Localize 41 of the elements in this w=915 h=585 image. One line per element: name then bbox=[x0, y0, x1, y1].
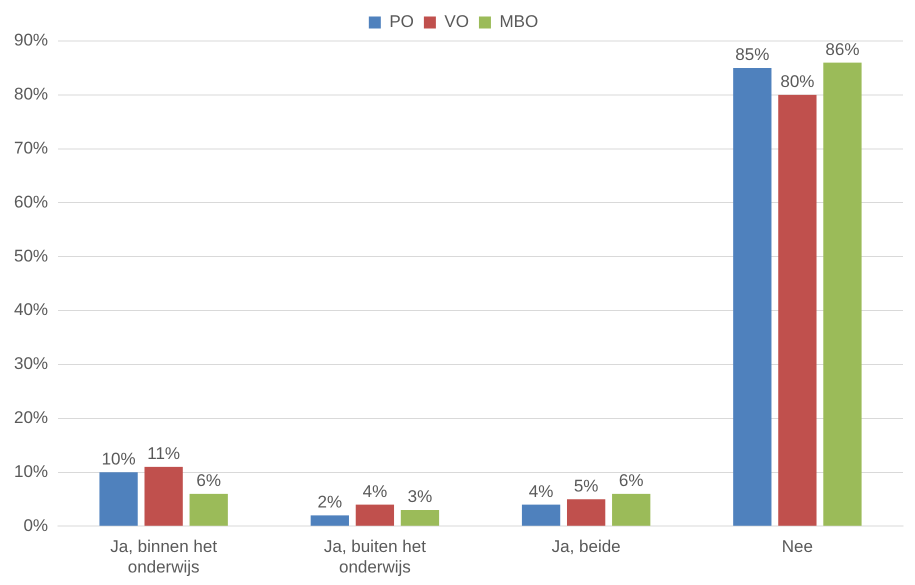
y-tick-label: 50% bbox=[14, 246, 48, 266]
y-tick-label: 10% bbox=[14, 462, 48, 481]
legend-label: VO bbox=[444, 12, 469, 32]
data-label: 4% bbox=[528, 482, 554, 501]
bar bbox=[566, 499, 606, 526]
y-tick-label: 80% bbox=[14, 84, 48, 104]
y-tick-label: 20% bbox=[14, 408, 48, 428]
data-label: 86% bbox=[825, 40, 860, 59]
y-tick-label: 40% bbox=[14, 300, 48, 320]
bar bbox=[356, 504, 394, 526]
y-tick-label: 90% bbox=[14, 30, 48, 50]
data-label: 6% bbox=[196, 471, 221, 490]
data-label: 4% bbox=[362, 482, 388, 501]
y-tick-label: 60% bbox=[14, 192, 48, 212]
y-tick-label: 70% bbox=[14, 138, 48, 158]
x-tick-label: Ja, binnen het onderwijs bbox=[110, 537, 218, 576]
bar bbox=[522, 504, 560, 526]
bar bbox=[400, 510, 440, 526]
bar bbox=[99, 472, 138, 526]
bar bbox=[612, 494, 650, 526]
bar bbox=[778, 94, 817, 526]
data-label: 3% bbox=[408, 487, 432, 506]
data-label: 6% bbox=[618, 471, 644, 490]
bar bbox=[144, 466, 183, 526]
data-label: 85% bbox=[735, 45, 770, 64]
bar bbox=[190, 494, 228, 526]
data-label: 2% bbox=[318, 492, 342, 512]
x-tick-label: Ja, beide bbox=[552, 537, 621, 556]
legend-label: MBO bbox=[499, 12, 538, 32]
y-tick-label: 30% bbox=[14, 354, 48, 374]
bar bbox=[310, 515, 349, 526]
x-tick-label: Nee bbox=[782, 537, 813, 556]
y-tick-label: 0% bbox=[23, 516, 48, 535]
data-label: 11% bbox=[147, 444, 180, 464]
data-label: 5% bbox=[574, 476, 598, 496]
bar bbox=[733, 68, 772, 526]
x-tick-label: Ja, buiten het onderwijs bbox=[324, 537, 426, 576]
data-label: 10% bbox=[102, 449, 136, 468]
legend-label: PO bbox=[389, 12, 414, 32]
data-label: 80% bbox=[780, 72, 814, 92]
bar bbox=[823, 62, 862, 526]
